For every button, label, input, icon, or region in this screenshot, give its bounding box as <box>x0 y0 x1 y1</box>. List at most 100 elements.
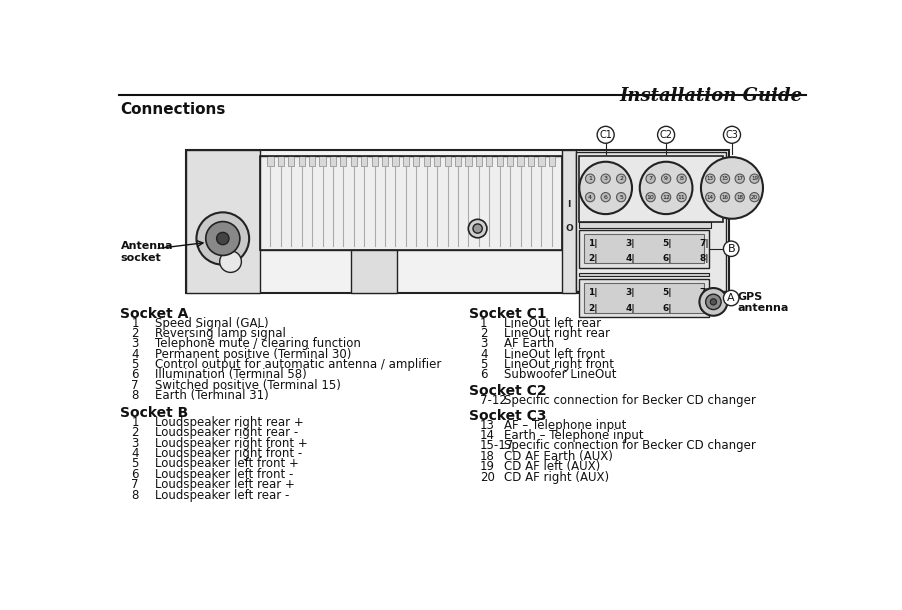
Text: Loudspeaker left rear +: Loudspeaker left rear + <box>155 478 295 491</box>
Bar <box>584 284 704 313</box>
Text: 14: 14 <box>480 429 495 442</box>
Circle shape <box>723 241 739 256</box>
Text: 2|: 2| <box>588 304 598 312</box>
Text: 8: 8 <box>132 389 139 402</box>
Circle shape <box>710 299 716 305</box>
Bar <box>475 156 482 165</box>
Text: 12: 12 <box>662 195 670 199</box>
Text: GPS
antenna: GPS antenna <box>738 292 788 314</box>
Bar <box>372 156 378 165</box>
Bar <box>187 150 260 293</box>
Text: CD AF right (AUX): CD AF right (AUX) <box>504 470 609 484</box>
Text: 2: 2 <box>480 327 488 340</box>
Circle shape <box>676 193 686 202</box>
Bar <box>579 273 709 276</box>
Circle shape <box>705 174 715 184</box>
Bar <box>507 156 513 165</box>
Circle shape <box>658 126 675 143</box>
Text: 13: 13 <box>480 418 495 431</box>
Text: 3: 3 <box>132 337 139 350</box>
Bar <box>382 156 388 165</box>
Circle shape <box>750 174 759 184</box>
Bar <box>579 229 709 268</box>
Text: 10: 10 <box>647 195 655 199</box>
Text: 6: 6 <box>132 468 139 481</box>
Bar <box>584 234 704 264</box>
Circle shape <box>661 193 671 202</box>
Circle shape <box>705 193 715 202</box>
Text: LineOut left front: LineOut left front <box>504 348 605 361</box>
Text: Specific connection for Becker CD changer: Specific connection for Becker CD change… <box>504 393 756 406</box>
Text: 2: 2 <box>619 176 623 181</box>
Text: 4: 4 <box>132 447 139 460</box>
Circle shape <box>640 162 693 214</box>
Bar <box>187 150 729 293</box>
Bar <box>413 156 419 165</box>
Circle shape <box>597 126 614 143</box>
Text: 15: 15 <box>722 176 729 181</box>
Text: Loudspeaker left front -: Loudspeaker left front - <box>155 468 294 481</box>
Text: 8: 8 <box>132 489 139 501</box>
Bar <box>351 250 397 293</box>
Bar <box>518 156 524 165</box>
Text: Speed Signal (GAL): Speed Signal (GAL) <box>155 317 269 329</box>
Bar <box>497 156 502 165</box>
Circle shape <box>721 174 730 184</box>
Text: 5|: 5| <box>662 288 672 297</box>
Text: Loudspeaker right front +: Loudspeaker right front + <box>155 437 308 450</box>
Circle shape <box>585 193 594 202</box>
Bar <box>538 156 545 165</box>
Text: 4: 4 <box>588 195 592 199</box>
Text: Loudspeaker left front +: Loudspeaker left front + <box>155 458 299 470</box>
Text: 1|: 1| <box>588 239 598 248</box>
Text: Socket C3: Socket C3 <box>469 409 547 423</box>
Bar <box>528 156 534 165</box>
Bar <box>278 156 284 165</box>
Text: CD AF Earth (AUX): CD AF Earth (AUX) <box>504 450 613 463</box>
Text: 7: 7 <box>132 379 139 392</box>
Text: 1: 1 <box>132 416 139 429</box>
Text: 2|: 2| <box>588 254 598 264</box>
Text: Specific connection for Becker CD changer: Specific connection for Becker CD change… <box>504 439 756 453</box>
Circle shape <box>705 294 721 310</box>
Text: 19: 19 <box>480 460 495 473</box>
Circle shape <box>646 174 655 184</box>
Circle shape <box>473 224 483 233</box>
Text: Installation Guide: Installation Guide <box>620 87 803 105</box>
Circle shape <box>206 221 240 256</box>
Text: C3: C3 <box>725 130 739 140</box>
Circle shape <box>721 193 730 202</box>
Bar <box>465 156 472 165</box>
Bar <box>579 156 723 222</box>
Circle shape <box>699 288 727 316</box>
Text: 1: 1 <box>588 176 592 181</box>
Text: 1|: 1| <box>588 288 598 297</box>
Bar <box>434 156 440 165</box>
Bar <box>309 156 315 165</box>
Text: Connections: Connections <box>121 102 226 118</box>
Text: LineOut right rear: LineOut right rear <box>504 327 610 340</box>
Text: CD AF left (AUX): CD AF left (AUX) <box>504 460 601 473</box>
Text: 4: 4 <box>132 348 139 361</box>
Text: 20: 20 <box>480 470 495 484</box>
Text: AF – Telephone input: AF – Telephone input <box>504 418 627 431</box>
Text: 6|: 6| <box>662 304 672 312</box>
Text: Loudspeaker right rear -: Loudspeaker right rear - <box>155 426 299 439</box>
Text: Reversing lamp signal: Reversing lamp signal <box>155 327 286 340</box>
Text: 20: 20 <box>751 195 758 199</box>
Text: 2: 2 <box>132 327 139 340</box>
Circle shape <box>646 193 655 202</box>
Circle shape <box>601 193 611 202</box>
Circle shape <box>735 193 744 202</box>
Bar <box>299 156 305 165</box>
Text: Socket C1: Socket C1 <box>469 306 547 320</box>
Text: 8: 8 <box>680 176 684 181</box>
Text: 5: 5 <box>619 195 623 199</box>
Text: Loudspeaker right front -: Loudspeaker right front - <box>155 447 303 460</box>
Text: B: B <box>727 244 735 254</box>
Text: Loudspeaker right rear +: Loudspeaker right rear + <box>155 416 304 429</box>
Text: 16: 16 <box>722 195 729 199</box>
Text: Antenna
socket: Antenna socket <box>121 241 173 263</box>
Text: 7|: 7| <box>699 288 709 297</box>
Text: 9: 9 <box>664 176 668 181</box>
